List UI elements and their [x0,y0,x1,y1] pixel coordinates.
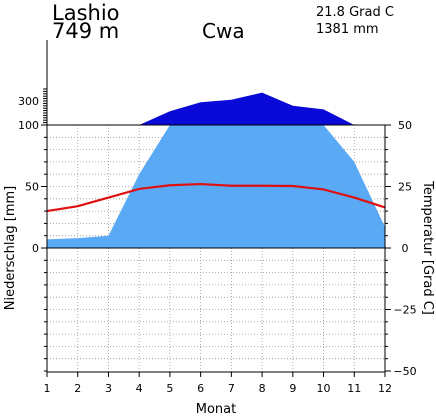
station-name: Lashio [52,1,120,25]
x-tick-label: 7 [228,382,235,395]
precipitation-area [47,125,385,248]
y-axis-label-right: Temperatur [Grad C] [420,180,435,315]
precipitation-excess-area [47,92,385,125]
station-elevation: 749 m [52,19,120,43]
axes [41,40,391,377]
y-tick-label-right: 50 [398,119,412,132]
mean-temperature: 21.8 Grad C [316,5,394,20]
y-tick-label-right: −25 [393,304,416,317]
y-tick-label-left: 0 [32,242,39,255]
temperature-line [46,182,386,213]
y-tick-label-right: 25 [398,181,412,194]
y-tick-label-left: 300 [18,95,39,108]
y-tick-label-left: 100 [18,119,39,132]
x-tick-label: 11 [347,382,361,395]
x-tick-label: 5 [166,382,173,395]
x-tick-label: 4 [136,382,143,395]
y-tick-label-right: −50 [393,365,416,378]
temperature-line [46,182,386,213]
x-tick-label: 3 [105,382,112,395]
climate-classification: Cwa [202,19,245,43]
x-tick-label: 2 [74,382,81,395]
x-tick-label: 10 [317,382,331,395]
annual-precipitation: 1381 mm [316,22,379,37]
x-tick-label: 12 [378,382,392,395]
precipitation-area [47,92,385,248]
y-axis-label-left: Niederschlag [mm] [3,186,18,311]
x-tick-label: 9 [289,382,296,395]
x-axis-label: Monat [196,402,236,416]
x-tick-label: 1 [44,382,51,395]
x-tick-label: 8 [259,382,266,395]
x-tick-label: 6 [197,382,204,395]
y-tick-label-right: 0 [402,242,409,255]
y-tick-label-left: 50 [25,181,39,194]
